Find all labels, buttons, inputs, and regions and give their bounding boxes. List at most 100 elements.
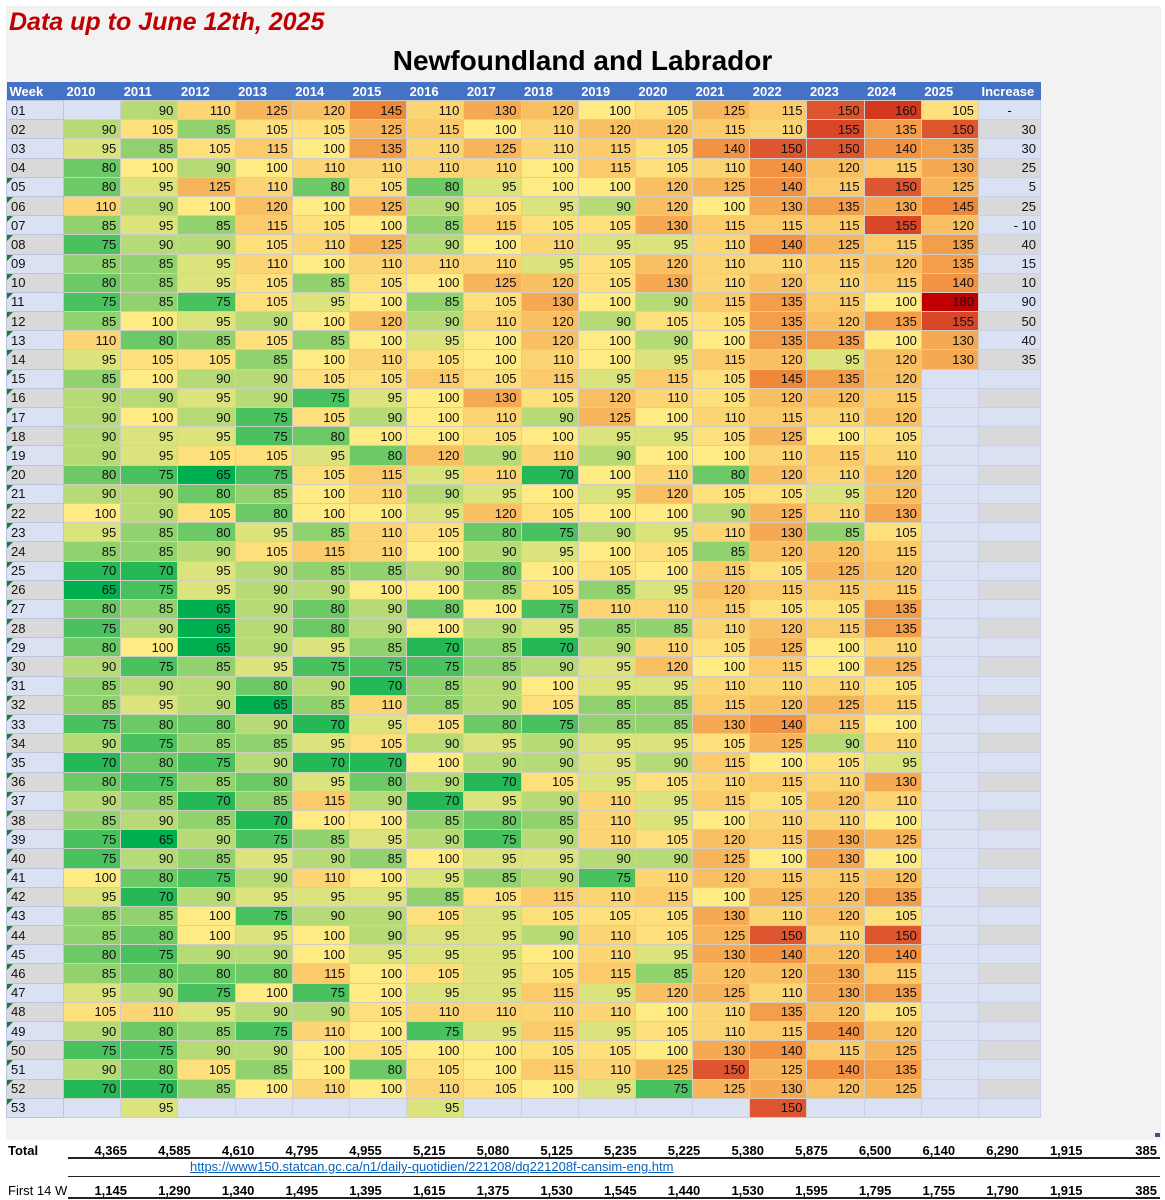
value-cell[interactable]: 85 <box>577 579 636 600</box>
value-cell[interactable]: 140 <box>863 944 922 965</box>
value-cell[interactable]: 95 <box>806 349 865 370</box>
increase-cell[interactable] <box>978 598 1041 620</box>
value-cell[interactable] <box>920 925 980 946</box>
increase-cell[interactable]: 35 <box>978 349 1041 370</box>
value-cell[interactable]: 105 <box>234 234 293 255</box>
value-cell[interactable]: 115 <box>806 291 865 313</box>
value-cell[interactable]: 105 <box>634 1020 694 1042</box>
increase-cell[interactable]: 50 <box>978 311 1041 332</box>
value-cell[interactable]: 90 <box>120 502 179 524</box>
value-cell[interactable]: 105 <box>863 522 922 543</box>
value-cell[interactable] <box>234 1097 293 1118</box>
value-cell[interactable]: 120 <box>692 829 751 850</box>
value-cell[interactable]: 100 <box>348 215 408 236</box>
week-cell[interactable]: 49 <box>6 1020 64 1042</box>
value-cell[interactable]: 135 <box>749 330 808 351</box>
value-cell[interactable]: 125 <box>749 733 808 754</box>
value-cell[interactable]: 75 <box>463 829 522 850</box>
increase-cell[interactable] <box>978 1001 1041 1023</box>
value-cell[interactable]: 100 <box>291 502 350 524</box>
value-cell[interactable]: 120 <box>520 311 579 332</box>
value-cell[interactable]: 115 <box>692 560 751 581</box>
value-cell[interactable]: 85 <box>291 829 350 850</box>
week-cell[interactable]: 45 <box>6 944 64 965</box>
value-cell[interactable]: 90 <box>692 502 751 524</box>
value-cell[interactable]: 85 <box>177 330 236 351</box>
value-cell[interactable] <box>920 905 980 927</box>
value-cell[interactable]: 65 <box>62 579 122 600</box>
value-cell[interactable]: 110 <box>577 790 636 811</box>
value-cell[interactable]: 65 <box>120 829 179 850</box>
value-cell[interactable]: 65 <box>177 618 236 639</box>
value-cell[interactable]: 85 <box>406 291 465 313</box>
value-cell[interactable]: 80 <box>120 713 179 735</box>
value-cell[interactable]: 110 <box>520 1001 579 1023</box>
value-cell[interactable]: 65 <box>234 694 293 716</box>
value-cell[interactable]: 90 <box>520 829 579 850</box>
value-cell[interactable] <box>291 1097 350 1118</box>
value-cell[interactable]: 135 <box>863 598 922 620</box>
value-cell[interactable]: 125 <box>348 119 408 140</box>
increase-cell[interactable]: 90 <box>978 291 1041 313</box>
value-cell[interactable]: 120 <box>806 790 865 811</box>
value-cell[interactable]: 105 <box>463 886 522 907</box>
week-cell[interactable]: 46 <box>6 963 64 984</box>
value-cell[interactable]: 85 <box>577 618 636 639</box>
value-cell[interactable]: 80 <box>177 522 236 543</box>
value-cell[interactable]: 120 <box>806 157 865 178</box>
value-cell[interactable]: 95 <box>463 925 522 946</box>
value-cell[interactable]: 115 <box>692 291 751 313</box>
value-cell[interactable]: 120 <box>749 349 808 370</box>
increase-cell[interactable] <box>978 790 1041 811</box>
value-cell[interactable]: 105 <box>634 905 694 927</box>
value-cell[interactable]: 120 <box>634 656 694 677</box>
week-cell[interactable]: 17 <box>6 406 64 428</box>
value-cell[interactable]: 75 <box>177 291 236 313</box>
value-cell[interactable]: 85 <box>291 694 350 716</box>
value-cell[interactable]: 90 <box>177 406 236 428</box>
value-cell[interactable]: 100 <box>863 291 922 313</box>
value-cell[interactable]: 135 <box>749 1001 808 1023</box>
value-cell[interactable]: 85 <box>120 541 179 562</box>
increase-cell[interactable] <box>978 579 1041 600</box>
week-cell[interactable]: 10 <box>6 272 64 293</box>
value-cell[interactable]: 90 <box>62 426 122 447</box>
value-cell[interactable]: 110 <box>577 1059 636 1080</box>
value-cell[interactable]: 85 <box>406 809 465 831</box>
value-cell[interactable]: 75 <box>291 656 350 677</box>
value-cell[interactable]: 95 <box>291 733 350 754</box>
value-cell[interactable]: 100 <box>291 253 350 274</box>
value-cell[interactable]: 105 <box>749 483 808 504</box>
value-cell[interactable]: 105 <box>291 464 350 485</box>
value-cell[interactable]: 85 <box>62 925 122 946</box>
value-cell[interactable]: 110 <box>749 445 808 466</box>
value-cell[interactable]: 120 <box>806 541 865 562</box>
value-cell[interactable]: 105 <box>634 311 694 332</box>
value-cell[interactable]: 105 <box>577 253 636 274</box>
value-cell[interactable]: 85 <box>62 215 122 236</box>
value-cell[interactable]: 105 <box>406 905 465 927</box>
week-cell[interactable]: 06 <box>6 195 64 217</box>
value-cell[interactable]: 90 <box>177 368 236 389</box>
value-cell[interactable]: 95 <box>62 138 122 159</box>
value-cell[interactable]: 150 <box>863 925 922 946</box>
value-cell[interactable]: 100 <box>62 867 122 888</box>
value-cell[interactable]: 105 <box>520 502 579 524</box>
value-cell[interactable]: 115 <box>291 963 350 984</box>
value-cell[interactable]: 150 <box>692 1059 751 1080</box>
value-cell[interactable] <box>920 944 980 965</box>
value-cell[interactable] <box>920 406 980 428</box>
value-cell[interactable]: 120 <box>863 1020 922 1042</box>
value-cell[interactable]: 75 <box>62 848 122 869</box>
value-cell[interactable]: 80 <box>348 771 408 792</box>
value-cell[interactable]: 90 <box>520 867 579 888</box>
value-cell[interactable]: 95 <box>234 925 293 946</box>
value-cell[interactable]: 105 <box>463 195 522 217</box>
value-cell[interactable]: 80 <box>120 752 179 773</box>
week-cell[interactable]: 40 <box>6 848 64 869</box>
value-cell[interactable]: 115 <box>692 598 751 620</box>
value-cell[interactable]: 75 <box>234 1020 293 1042</box>
value-cell[interactable]: 90 <box>291 848 350 869</box>
value-cell[interactable]: 65 <box>177 637 236 658</box>
value-cell[interactable]: 80 <box>62 464 122 485</box>
